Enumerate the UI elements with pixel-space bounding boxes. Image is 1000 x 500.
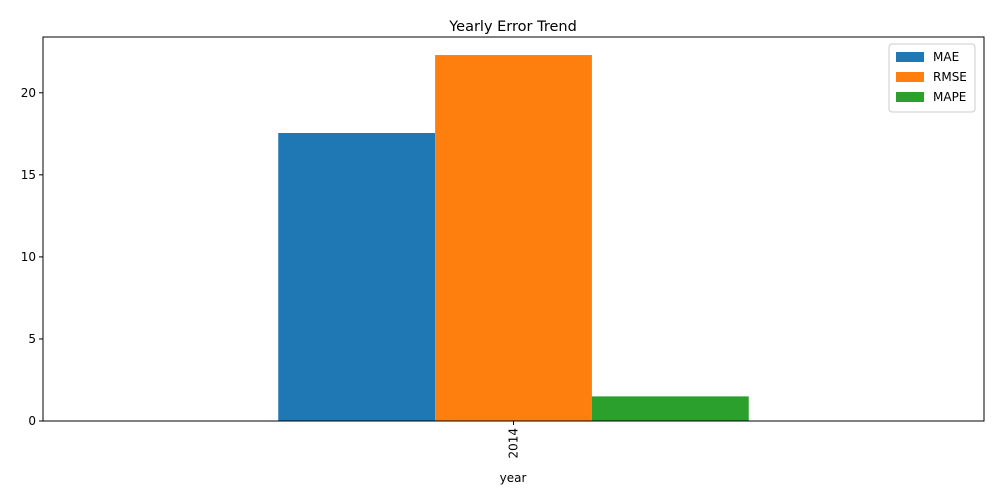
bar-mape-2014 (591, 396, 749, 421)
legend-swatch-mape (896, 92, 924, 102)
y-tick-label: 15 (21, 168, 36, 182)
bars-layer (278, 55, 749, 422)
y-tick-label: 5 (28, 332, 36, 346)
y-tick-label: 20 (21, 86, 36, 100)
x-tick-label: 2014 (507, 428, 521, 459)
x-axis-label: year (500, 471, 527, 485)
y-tick-label: 10 (21, 250, 36, 264)
legend-label-mae: MAE (933, 50, 959, 64)
legend-swatch-mae (896, 52, 924, 62)
legend-label-rmse: RMSE (933, 70, 967, 84)
legend: MAE RMSE MAPE (888, 43, 976, 113)
chart-title: Yearly Error Trend (448, 19, 577, 35)
bar-mae-2014 (278, 133, 436, 421)
legend-swatch-rmse (896, 72, 924, 82)
y-axis: 0 5 10 15 20 (21, 86, 43, 428)
bar-rmse-2014 (435, 55, 592, 422)
y-tick-label: 0 (28, 414, 36, 428)
x-axis: 2014 (507, 421, 521, 459)
legend-label-mape: MAPE (933, 90, 966, 104)
